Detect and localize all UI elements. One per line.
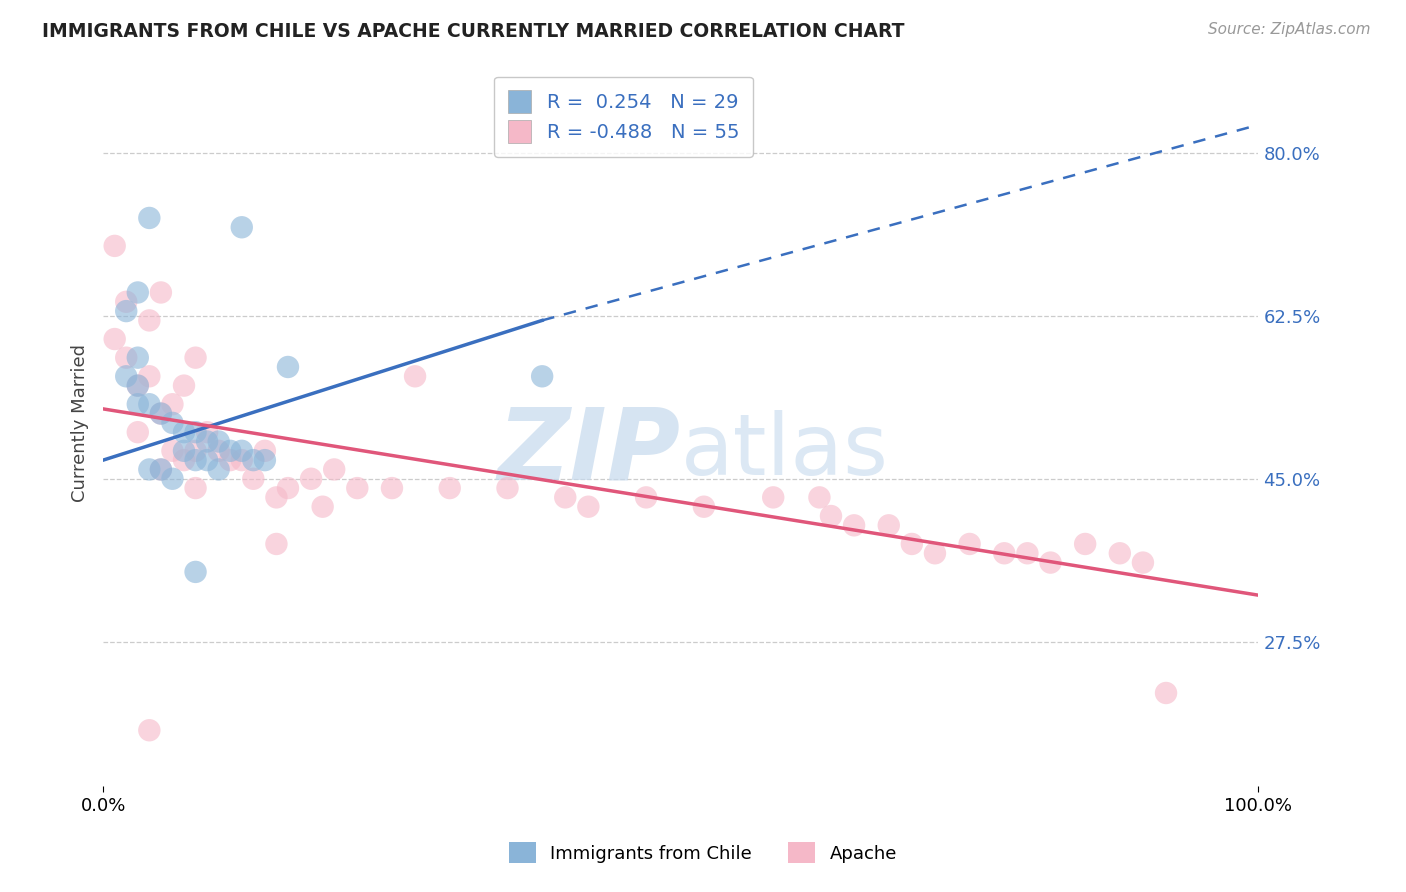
Point xyxy=(842,518,865,533)
Point xyxy=(149,462,172,476)
Point xyxy=(404,369,426,384)
Point xyxy=(104,332,127,346)
Text: IMMIGRANTS FROM CHILE VS APACHE CURRENTLY MARRIED CORRELATION CHART: IMMIGRANTS FROM CHILE VS APACHE CURRENTL… xyxy=(42,22,904,41)
Point xyxy=(138,462,160,476)
Point xyxy=(1154,686,1177,700)
Point xyxy=(115,351,138,365)
Point xyxy=(266,491,288,505)
Point xyxy=(127,351,149,365)
Point xyxy=(138,369,160,384)
Point xyxy=(184,351,207,365)
Point xyxy=(208,443,231,458)
Point xyxy=(959,537,981,551)
Point xyxy=(184,425,207,440)
Point xyxy=(299,472,322,486)
Point xyxy=(219,443,242,458)
Point xyxy=(149,407,172,421)
Point xyxy=(924,546,946,560)
Point xyxy=(531,369,554,384)
Point xyxy=(277,359,299,374)
Point xyxy=(173,453,195,467)
Point xyxy=(149,285,172,300)
Point xyxy=(253,453,276,467)
Text: Source: ZipAtlas.com: Source: ZipAtlas.com xyxy=(1208,22,1371,37)
Point xyxy=(693,500,716,514)
Point xyxy=(208,462,231,476)
Point xyxy=(346,481,368,495)
Point xyxy=(162,472,184,486)
Y-axis label: Currently Married: Currently Married xyxy=(72,344,89,502)
Point xyxy=(127,378,149,392)
Point xyxy=(173,378,195,392)
Text: ZIP: ZIP xyxy=(498,403,681,500)
Point xyxy=(636,491,658,505)
Point xyxy=(496,481,519,495)
Point xyxy=(195,453,218,467)
Legend: Immigrants from Chile, Apache: Immigrants from Chile, Apache xyxy=(498,831,908,874)
Point xyxy=(149,462,172,476)
Point xyxy=(266,537,288,551)
Point xyxy=(311,500,333,514)
Point xyxy=(162,416,184,430)
Point xyxy=(1108,546,1130,560)
Point xyxy=(576,500,599,514)
Point xyxy=(381,481,404,495)
Point xyxy=(208,434,231,449)
Point xyxy=(231,443,253,458)
Point xyxy=(1039,556,1062,570)
Point xyxy=(762,491,785,505)
Point xyxy=(184,443,207,458)
Point xyxy=(1132,556,1154,570)
Point xyxy=(231,453,253,467)
Point xyxy=(993,546,1015,560)
Point xyxy=(231,220,253,235)
Point xyxy=(439,481,461,495)
Point xyxy=(184,565,207,579)
Point xyxy=(162,397,184,411)
Point xyxy=(877,518,900,533)
Point xyxy=(173,443,195,458)
Point xyxy=(138,313,160,327)
Point xyxy=(1017,546,1039,560)
Point xyxy=(138,397,160,411)
Point xyxy=(242,453,264,467)
Point xyxy=(253,443,276,458)
Point xyxy=(115,294,138,309)
Point xyxy=(127,397,149,411)
Point xyxy=(277,481,299,495)
Point xyxy=(138,211,160,225)
Point xyxy=(1074,537,1097,551)
Point xyxy=(173,425,195,440)
Point xyxy=(901,537,924,551)
Point xyxy=(184,481,207,495)
Point xyxy=(127,285,149,300)
Point xyxy=(323,462,346,476)
Legend: R =  0.254   N = 29, R = -0.488   N = 55: R = 0.254 N = 29, R = -0.488 N = 55 xyxy=(494,77,752,156)
Point xyxy=(162,443,184,458)
Point xyxy=(195,434,218,449)
Point xyxy=(138,723,160,738)
Point xyxy=(115,369,138,384)
Point xyxy=(554,491,576,505)
Point xyxy=(195,425,218,440)
Point xyxy=(127,378,149,392)
Point xyxy=(820,508,842,523)
Point xyxy=(184,453,207,467)
Point xyxy=(127,425,149,440)
Point xyxy=(242,472,264,486)
Point xyxy=(104,239,127,253)
Point xyxy=(115,304,138,318)
Point xyxy=(149,407,172,421)
Point xyxy=(219,453,242,467)
Point xyxy=(808,491,831,505)
Text: atlas: atlas xyxy=(681,410,889,493)
